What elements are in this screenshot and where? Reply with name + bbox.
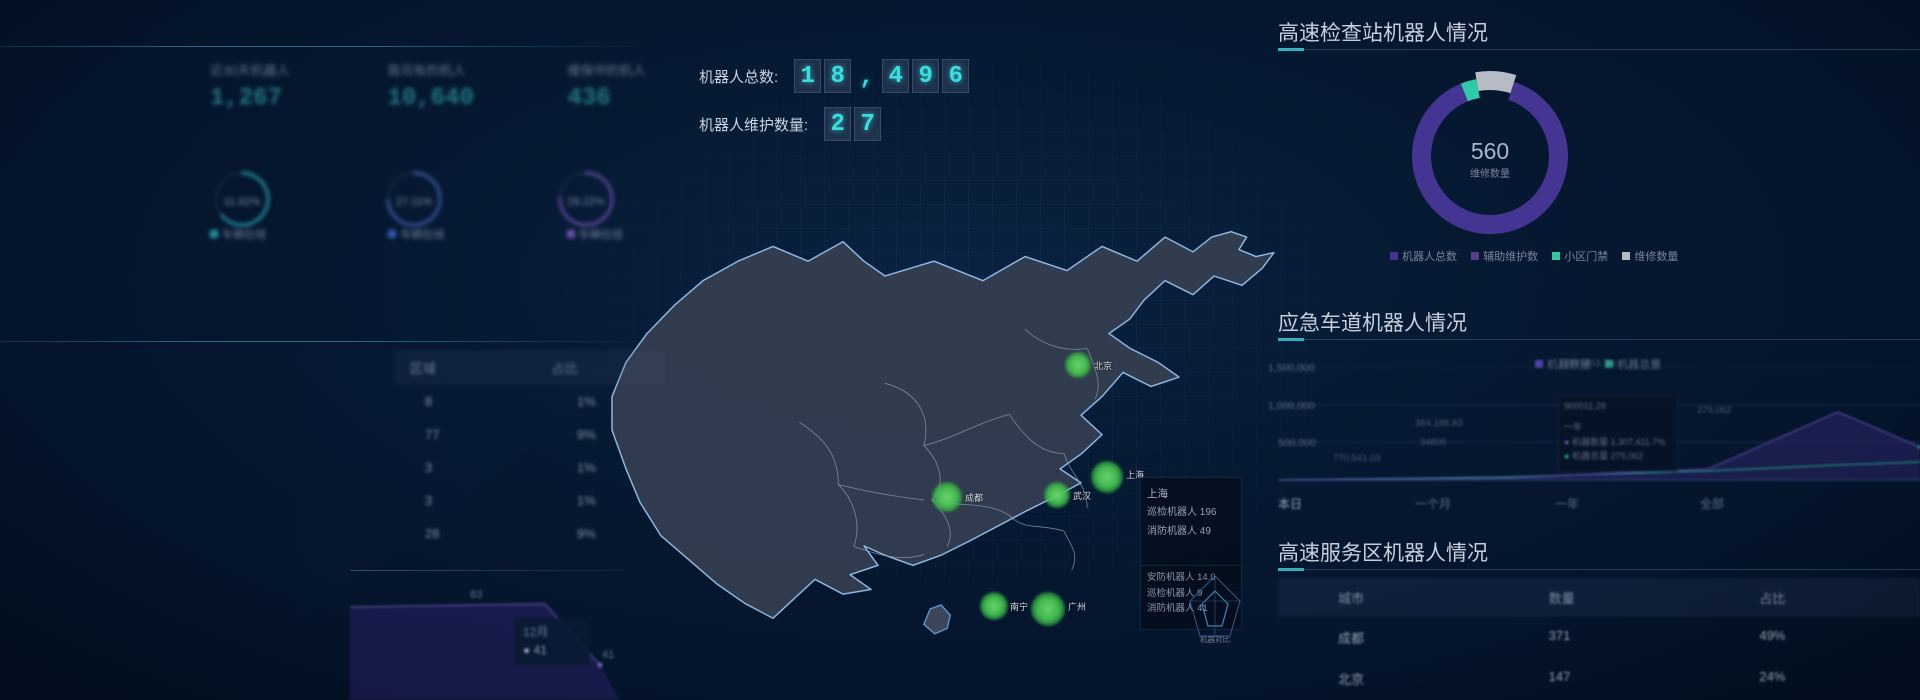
svg-text:● 41: ● 41: [523, 643, 547, 657]
svg-text:机器对比: 机器对比: [1200, 634, 1230, 644]
svg-text:83: 83: [470, 589, 482, 601]
svg-text:41: 41: [602, 649, 614, 661]
svg-text:560: 560: [1471, 138, 1509, 164]
svg-text:维修数量: 维修数量: [1470, 167, 1510, 180]
svg-text:12月: 12月: [523, 625, 548, 639]
